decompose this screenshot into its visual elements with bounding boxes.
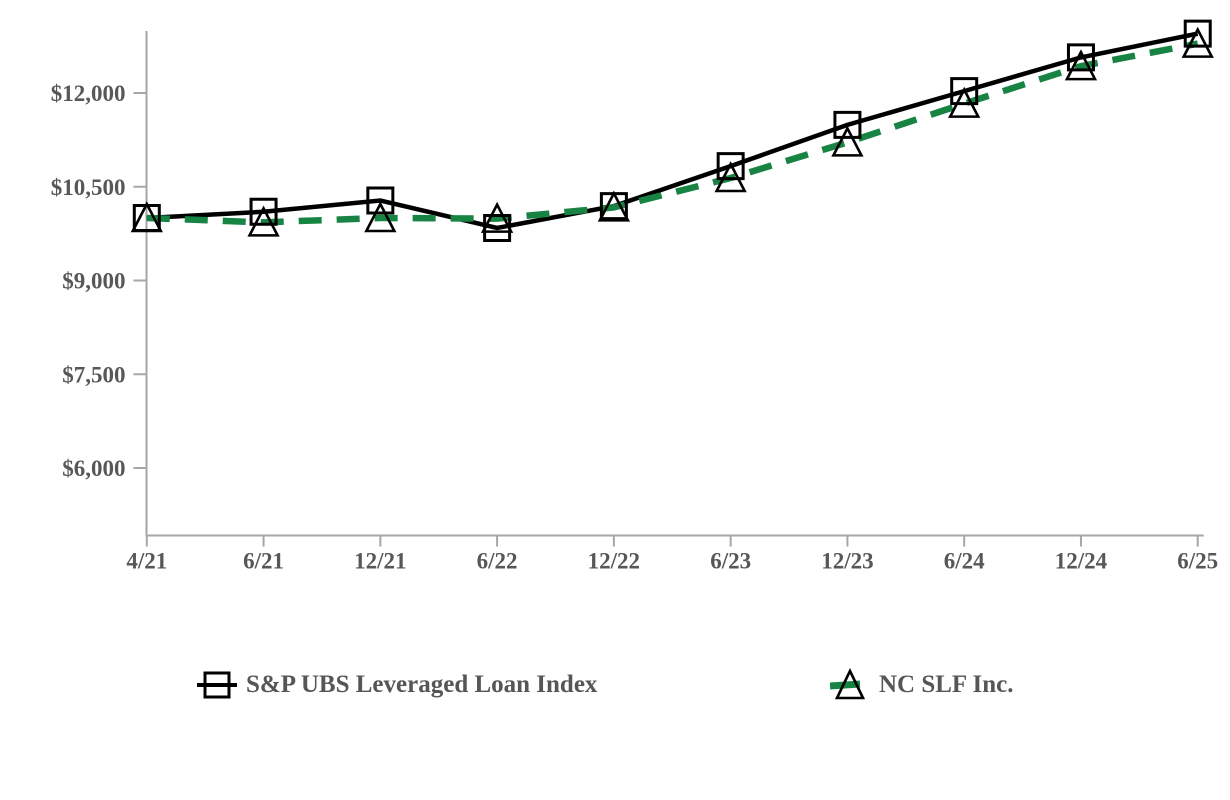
data-point-square — [366, 186, 395, 215]
square-line-marker-icon — [197, 671, 237, 699]
data-point-square — [249, 197, 278, 226]
x-axis-tick-label: 12/23 — [821, 549, 873, 574]
data-point-triangle — [1064, 49, 1098, 81]
chart-legend: S&P UBS Leveraged Loan Index NC SLF Inc. — [0, 664, 1230, 710]
data-point-square — [1066, 43, 1095, 72]
data-point-triangle — [480, 201, 514, 233]
data-point-triangle — [948, 86, 981, 118]
data-point-triangle — [1181, 26, 1214, 58]
line-chart: $12,000 $10,500 $9,000 $7,500 $6,000 4/21 6/21… — [51, 19, 1218, 574]
x-axis-tick-label: 6/25 — [1177, 549, 1218, 574]
legend-item-nc-slf: NC SLF Inc. — [830, 664, 1014, 706]
x-axis-tick-label: 6/24 — [944, 549, 985, 574]
series-line-1 — [146, 40, 1199, 226]
legend-item-sp-ubs-index: S&P UBS Leveraged Loan Index — [197, 664, 597, 706]
x-axis-tick-label: 6/23 — [710, 549, 751, 574]
y-axis-tick-label: $10,500 — [51, 175, 126, 200]
data-point-triangle — [714, 161, 747, 193]
data-point-triangle — [364, 201, 397, 233]
legend-label-nc-slf: NC SLF Inc. — [879, 671, 1014, 698]
data-point-triangle — [831, 125, 864, 157]
y-axis-tick-label: $12,000 — [51, 81, 126, 106]
x-axis-tick-label: 12/21 — [354, 549, 406, 574]
x-axis-tick-label: 12/22 — [588, 549, 640, 574]
y-axis-tick-label: $9,000 — [62, 269, 125, 294]
data-point-square — [1183, 19, 1212, 48]
data-point-square — [833, 110, 862, 139]
data-point-triangle — [247, 205, 280, 237]
x-axis-tick-label: 6/21 — [243, 549, 284, 574]
series-line-0 — [146, 31, 1199, 231]
x-axis-tick-label: 4/21 — [126, 549, 167, 574]
data-point-square — [950, 77, 979, 106]
x-axis-tick-label: 6/22 — [477, 549, 518, 574]
data-point-triangle — [597, 190, 631, 222]
legend-label-sp-ubs-index: S&P UBS Leveraged Loan Index — [246, 671, 598, 698]
y-axis-tick-label: $6,000 — [62, 456, 125, 481]
data-point-square — [716, 152, 745, 181]
data-point-triangle — [130, 201, 163, 233]
triangle-dash-marker-icon — [830, 668, 866, 700]
y-axis-tick-label: $7,500 — [62, 362, 125, 387]
x-axis-tick-label: 12/24 — [1055, 549, 1108, 574]
